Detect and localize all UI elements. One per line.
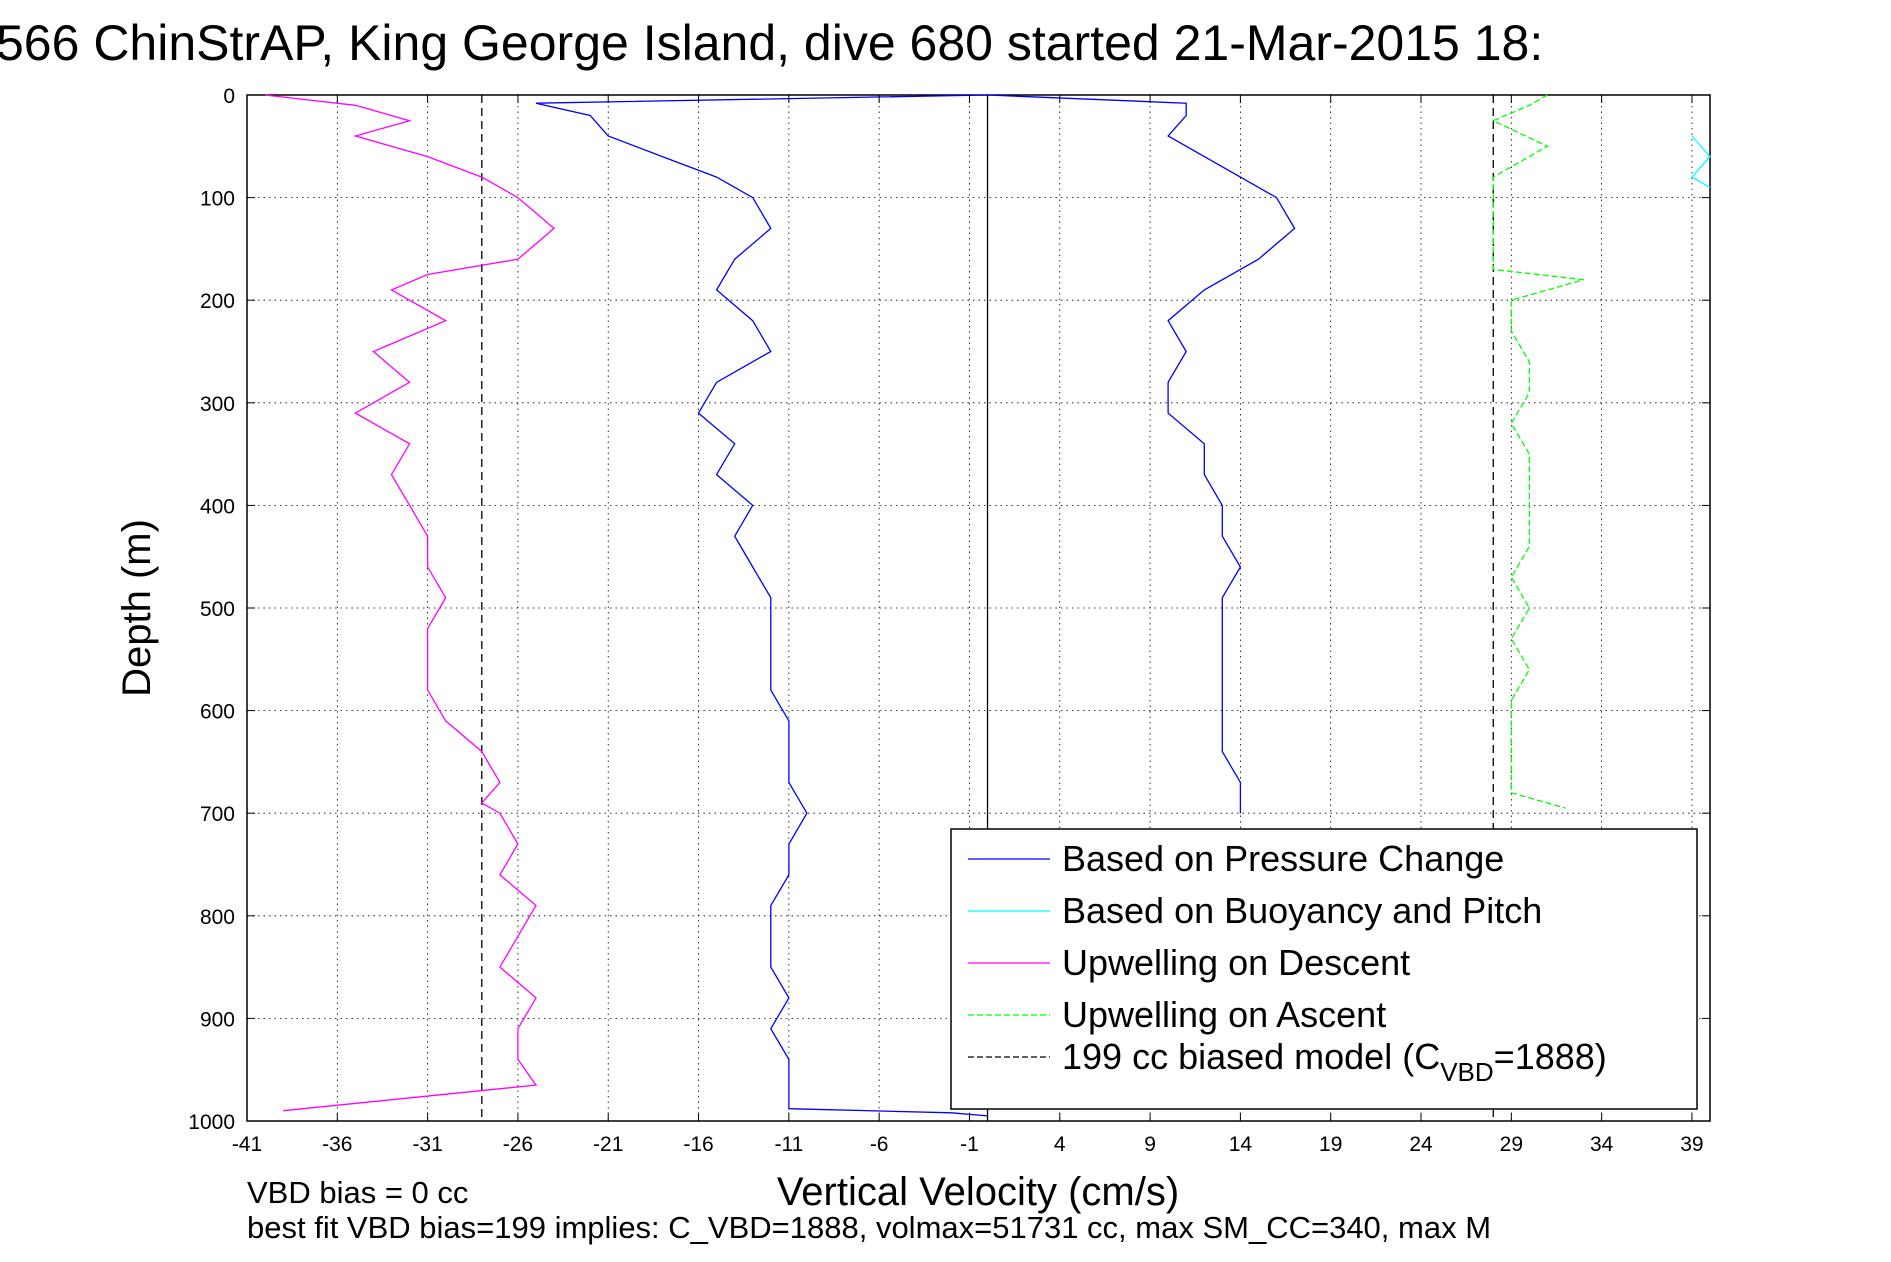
x-tick-label: -36 <box>322 1133 352 1156</box>
x-tick-label: 34 <box>1590 1133 1614 1156</box>
legend: Based on Pressure Change Based on Buoyanc… <box>950 828 1698 1110</box>
legend-label: Upwelling on Descent <box>1062 942 1410 983</box>
x-tick-label: -21 <box>593 1133 623 1156</box>
legend-label: Based on Pressure Change <box>1062 838 1504 879</box>
x-tick-label: 39 <box>1680 1133 1703 1156</box>
x-tick-label: -11 <box>774 1133 803 1156</box>
legend-box <box>950 828 1698 1110</box>
x-tick-label: -41 <box>232 1133 262 1156</box>
x-tick-label: -1 <box>960 1133 979 1156</box>
y-axis-ticks: 0 100 200 300 400 500 600 700 800 900 1000 <box>188 85 1710 1134</box>
x-tick-label: 19 <box>1319 1133 1342 1156</box>
data-series <box>265 94 1711 1117</box>
y-tick-label: 200 <box>200 290 235 313</box>
series-line <box>265 94 556 1112</box>
x-tick-label: -26 <box>503 1133 533 1156</box>
legend-label: Upwelling on Ascent <box>1062 994 1386 1035</box>
footer-line-2: best fit VBD bias=199 implies: C_VBD=188… <box>247 1210 1491 1245</box>
y-tick-label: 500 <box>200 598 235 621</box>
legend-label: 199 cc biased model (CVBD=1888) <box>1062 1036 1607 1087</box>
x-tick-label: 24 <box>1409 1133 1433 1156</box>
y-tick-label: 700 <box>200 803 235 826</box>
x-tick-label: 29 <box>1500 1133 1523 1156</box>
chart-title: 566 ChinStrAP, King George Island, dive … <box>0 15 1543 71</box>
y-tick-label: 600 <box>200 701 235 724</box>
y-tick-label: 400 <box>200 495 235 518</box>
x-tick-label: -16 <box>683 1133 713 1156</box>
x-axis-ticks: -41 -36 -31 -26 -21 -16 -11 -6 -1 4 9 14 19 24 29 34 39 <box>232 95 1704 1156</box>
x-tick-label: -31 <box>412 1133 442 1156</box>
y-tick-label: 900 <box>200 1008 235 1031</box>
y-tick-label: 100 <box>200 188 235 211</box>
x-tick-label: 14 <box>1229 1133 1253 1156</box>
legend-label: Based on Buoyancy and Pitch <box>1062 890 1542 931</box>
y-tick-label: 0 <box>223 85 235 108</box>
y-tick-label: 300 <box>200 393 235 416</box>
x-tick-label: -6 <box>870 1133 889 1156</box>
y-axis-label: Depth (m) <box>115 519 159 697</box>
x-tick-label: 9 <box>1144 1133 1156 1156</box>
footer-line-1: VBD bias = 0 cc <box>247 1175 468 1210</box>
series-line <box>1690 135 1711 188</box>
x-axis-label: Vertical Velocity (cm/s) <box>777 1170 1179 1214</box>
y-tick-label: 800 <box>200 906 235 929</box>
y-tick-label: 1000 <box>188 1111 235 1134</box>
x-tick-label: 4 <box>1054 1133 1066 1156</box>
series-line <box>987 94 1296 814</box>
series-line <box>535 94 988 1117</box>
series-line <box>1491 94 1584 809</box>
